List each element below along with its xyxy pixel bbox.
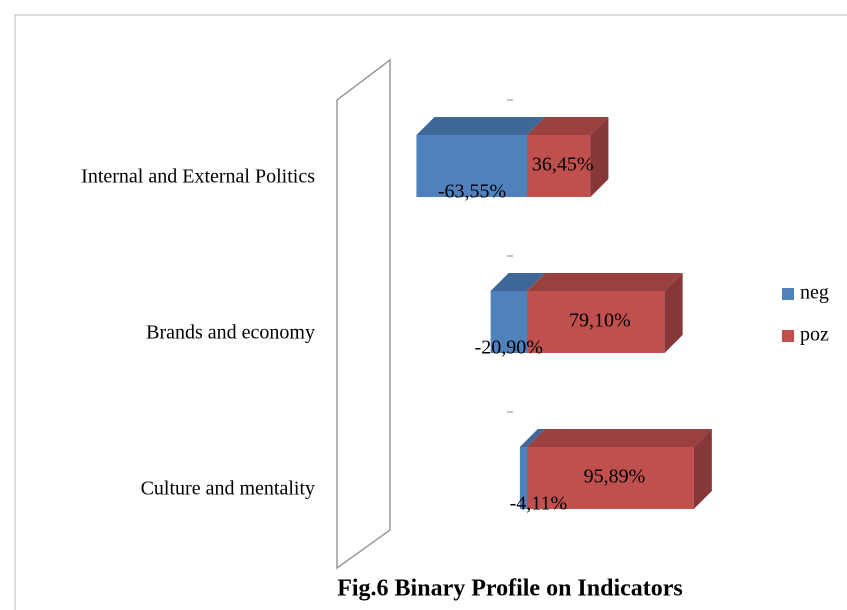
legend-swatch (782, 288, 794, 300)
value-label: 36,45% (532, 154, 594, 176)
bar (416, 135, 527, 197)
wall (336, 58, 391, 570)
category-label: Culture and mentality (141, 478, 315, 500)
legend-swatch (782, 330, 794, 342)
bar (490, 291, 527, 353)
bar-top (490, 273, 545, 291)
bar-side (664, 273, 683, 353)
legend-label: poz (800, 324, 829, 346)
bar (527, 135, 591, 197)
bar-side (693, 429, 712, 509)
bar (527, 447, 694, 509)
value-label: -20,90% (475, 337, 543, 359)
bar-top (416, 117, 545, 135)
value-label: -4,11% (510, 493, 568, 515)
bar (519, 447, 527, 509)
bar-top (527, 429, 712, 447)
bar-side (590, 117, 609, 197)
category-label: Brands and economy (146, 322, 315, 344)
bar (527, 291, 665, 353)
value-label: -63,55% (438, 181, 506, 203)
value-label: 79,10% (569, 310, 631, 332)
value-label: 95,89% (584, 466, 646, 488)
chart-title: Fig.6 Binary Profile on Indicators (337, 576, 683, 602)
legend-label: neg (800, 282, 829, 304)
bar-top (527, 117, 609, 135)
frame (14, 14, 847, 610)
bar-top (527, 273, 683, 291)
bar-top (519, 429, 545, 447)
category-label: Internal and External Politics (81, 166, 315, 188)
